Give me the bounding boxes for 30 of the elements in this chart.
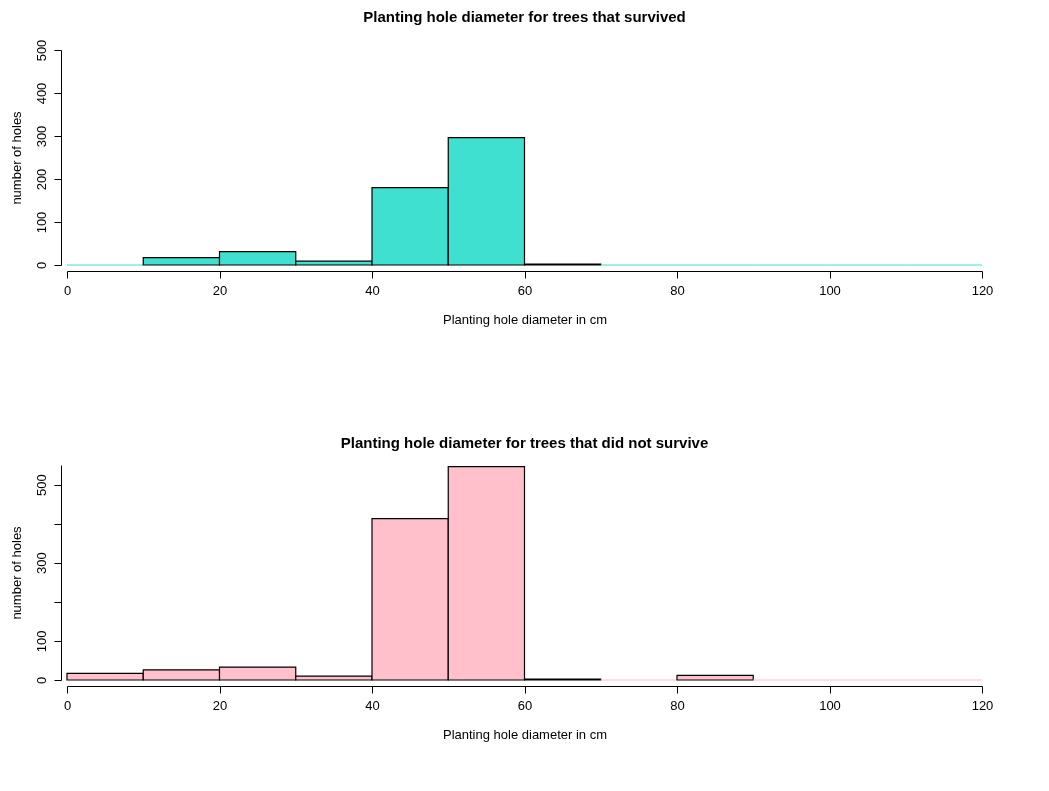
x-tick-label: 0	[63, 697, 72, 713]
x-tick-label: 120	[971, 697, 994, 713]
chart-title: Planting hole diameter for trees that did not survive	[340, 434, 709, 451]
x-tick-label: 20	[212, 282, 228, 298]
y-tick-label: 0	[33, 676, 49, 685]
y-tick-label: 300	[33, 125, 49, 148]
y-tick-label: 400	[33, 82, 49, 105]
x-tick-label: 120	[971, 282, 994, 298]
x-tick-label: 80	[670, 697, 685, 713]
x-tick-label: 0	[63, 282, 72, 298]
x-tick-label: 100	[819, 282, 841, 298]
chart-title: Planting hole diameter for trees that survived	[363, 8, 686, 26]
y-tick-label: 500	[33, 39, 49, 62]
y-tick-label: 500	[33, 474, 49, 496]
x-axis-title: Planting hole diameter in cm	[442, 311, 608, 327]
x-tick-label: 60	[517, 282, 533, 298]
y-tick-label: 0	[33, 261, 49, 270]
y-tick-label: 100	[33, 630, 49, 653]
x-tick-label: 20	[212, 697, 228, 713]
x-tick-label: 80	[670, 282, 685, 298]
y-tick-label: 200	[33, 168, 49, 191]
x-tick-label: 60	[517, 697, 533, 713]
x-tick-label: 40	[365, 697, 380, 713]
x-tick-label: 100	[819, 697, 841, 713]
y-axis-title: number of holes	[8, 525, 24, 620]
y-tick-label: 300	[33, 552, 49, 575]
y-axis-title: number of holes	[8, 110, 24, 205]
x-tick-label: 40	[365, 282, 380, 298]
y-tick-label: 100	[33, 211, 49, 234]
x-axis-title: Planting hole diameter in cm	[442, 726, 608, 742]
